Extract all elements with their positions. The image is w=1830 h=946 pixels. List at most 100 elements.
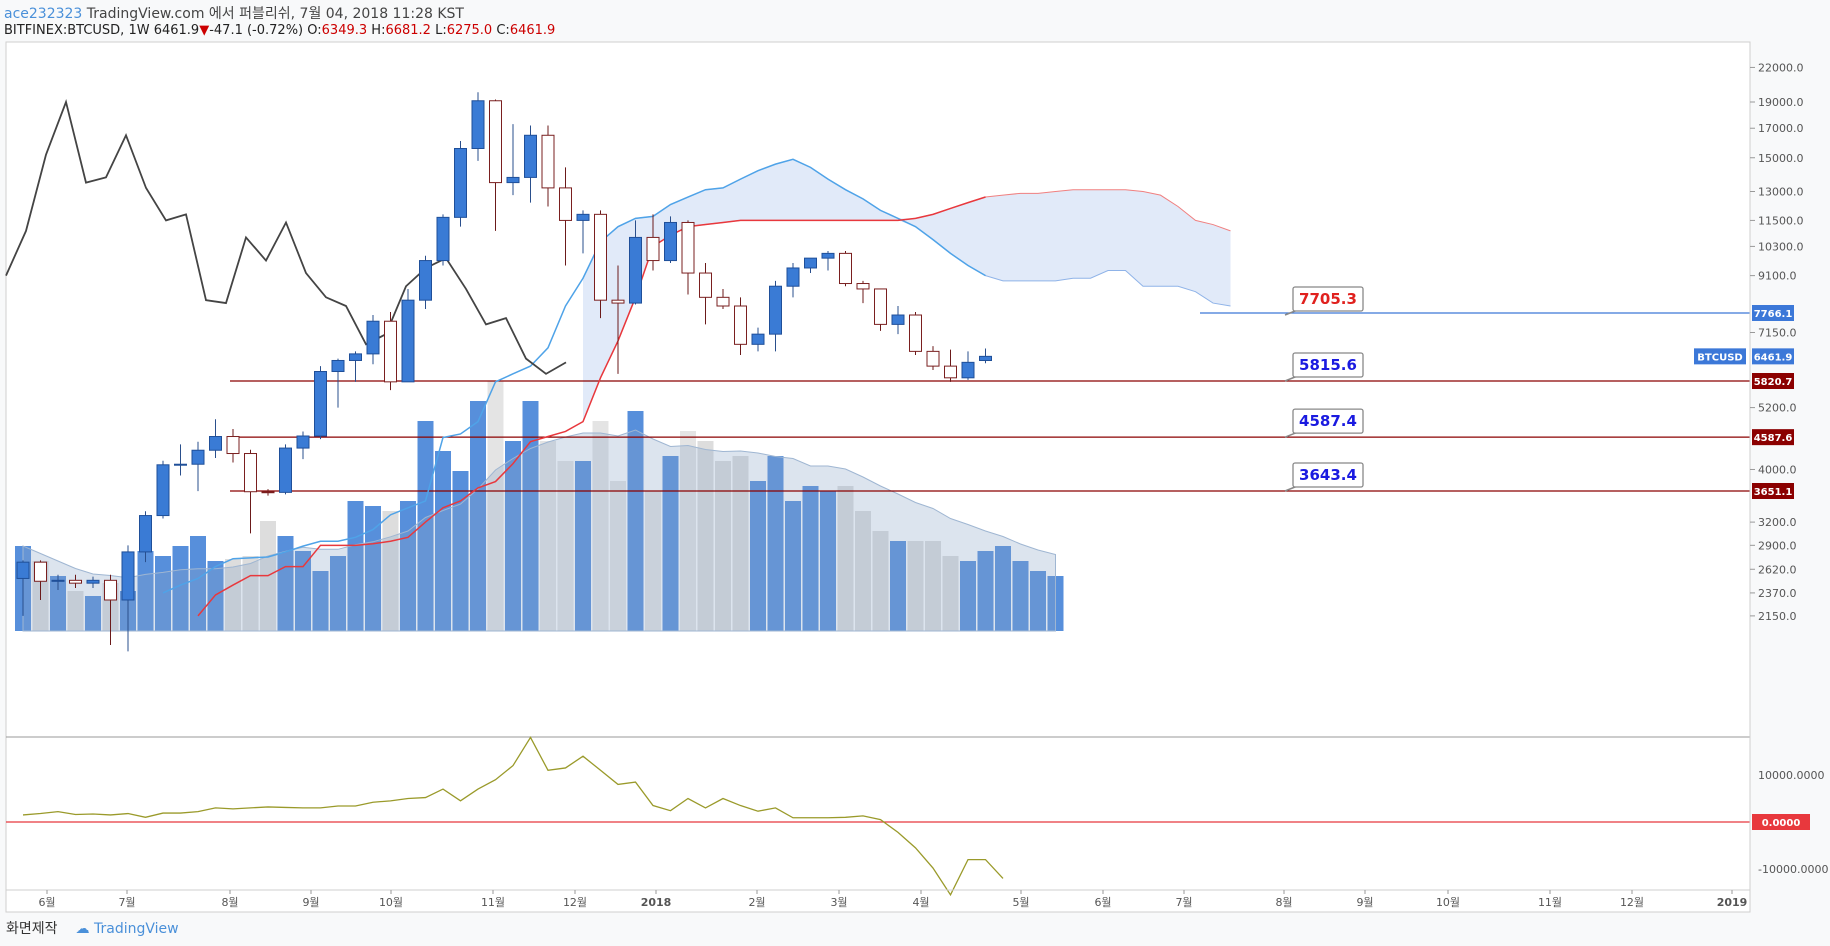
candle-body bbox=[210, 437, 222, 451]
callout-label: 5815.6 bbox=[1299, 356, 1357, 374]
candle-body bbox=[297, 436, 309, 448]
price-tag-label: 4587.6 bbox=[1754, 433, 1793, 444]
price-tick-label: 10300.0 bbox=[1758, 240, 1804, 253]
price-tick-label: 22000.0 bbox=[1758, 61, 1804, 74]
time-tick-label: 11월 bbox=[481, 896, 505, 909]
price-tick-label: 9100.0 bbox=[1758, 270, 1797, 283]
price-tick-label: 4000.0 bbox=[1758, 463, 1797, 476]
candle-body bbox=[437, 217, 449, 260]
price-tag-label: 5820.7 bbox=[1754, 377, 1793, 388]
time-tick-label: 10월 bbox=[379, 896, 403, 909]
candle-body bbox=[927, 351, 939, 366]
candle-body bbox=[175, 464, 187, 465]
candle-body bbox=[35, 562, 47, 581]
candle-body bbox=[700, 273, 712, 297]
candle-body bbox=[227, 437, 239, 454]
time-tick-label: 6월 bbox=[38, 896, 55, 909]
candle-body bbox=[122, 552, 134, 600]
time-tick-label: 10월 bbox=[1436, 896, 1460, 909]
time-tick-label: 7월 bbox=[1175, 896, 1192, 909]
price-tag-label: 3651.1 bbox=[1754, 487, 1793, 498]
time-tick-label: 5월 bbox=[1012, 896, 1029, 909]
candle-body bbox=[315, 372, 327, 436]
tradingview-logo-icon[interactable]: ☁ bbox=[76, 921, 90, 937]
candle-body bbox=[892, 315, 904, 324]
candle-body bbox=[507, 177, 519, 182]
candle-body bbox=[910, 315, 922, 351]
candle-body bbox=[87, 580, 99, 583]
price-tick-label: 13000.0 bbox=[1758, 185, 1804, 198]
candle-body bbox=[577, 214, 589, 220]
candle-body bbox=[420, 261, 432, 301]
candle-body bbox=[17, 562, 29, 578]
time-tick-label: 12월 bbox=[563, 896, 587, 909]
time-tick-label: 7월 bbox=[118, 896, 135, 909]
candle-body bbox=[612, 300, 624, 303]
price-tick-label: 2370.0 bbox=[1758, 587, 1797, 600]
price-tick-label: 3200.0 bbox=[1758, 516, 1797, 529]
candle-body bbox=[682, 222, 694, 273]
price-chart[interactable]: 7705.35815.64587.43643.4 22000.019000.01… bbox=[0, 0, 1830, 946]
candle-body bbox=[280, 448, 292, 492]
candle-body bbox=[560, 188, 572, 221]
time-tick-label: 9월 bbox=[302, 896, 319, 909]
candle-body bbox=[332, 360, 344, 371]
candle-body bbox=[542, 135, 554, 188]
candle-body bbox=[752, 334, 764, 344]
candle-body bbox=[367, 321, 379, 354]
callout-label: 7705.3 bbox=[1299, 290, 1357, 308]
time-tick-label: 6월 bbox=[1094, 896, 1111, 909]
candle-body bbox=[192, 450, 204, 464]
price-tag-label: 6461.9 bbox=[1754, 352, 1793, 363]
candle-body bbox=[350, 354, 362, 361]
candle-body bbox=[770, 286, 782, 334]
candle-body bbox=[105, 580, 117, 600]
candle-body bbox=[490, 101, 502, 183]
price-tick-label: 11500.0 bbox=[1758, 214, 1804, 227]
price-tick-label: 15000.0 bbox=[1758, 152, 1804, 165]
candle-body bbox=[140, 516, 152, 552]
candle-body bbox=[805, 258, 817, 268]
time-tick-label: 3월 bbox=[830, 896, 847, 909]
candle-body bbox=[385, 321, 397, 382]
footer-brand[interactable]: TradingView bbox=[94, 921, 179, 937]
candle-body bbox=[787, 268, 799, 286]
callout-label: 4587.4 bbox=[1299, 412, 1357, 430]
candle-body bbox=[157, 465, 169, 516]
price-tick-label: 7150.0 bbox=[1758, 326, 1797, 339]
candle-body bbox=[980, 356, 992, 360]
price-tick-label: 5200.0 bbox=[1758, 402, 1797, 415]
candle-body bbox=[455, 149, 467, 218]
candle-body bbox=[595, 214, 607, 300]
price-tick-label: 2150.0 bbox=[1758, 610, 1797, 623]
candle-body bbox=[945, 366, 957, 378]
footer: 화면제작 ☁ TradingView bbox=[6, 918, 179, 938]
footer-label: 화면제작 bbox=[6, 921, 58, 937]
candle-body bbox=[857, 284, 869, 289]
candle-body bbox=[822, 253, 834, 258]
candle-body bbox=[472, 101, 484, 149]
candle-body bbox=[875, 289, 887, 324]
candle-body bbox=[647, 237, 659, 260]
time-tick-label: 11월 bbox=[1538, 896, 1562, 909]
time-tick-label: 8월 bbox=[1275, 896, 1292, 909]
price-tick-label: 17000.0 bbox=[1758, 122, 1804, 135]
time-tick-label: 2018 bbox=[641, 896, 672, 909]
oscillator-tick-label: -10000.0000 bbox=[1758, 863, 1828, 876]
candle-body bbox=[630, 237, 642, 303]
candle-body bbox=[735, 306, 747, 344]
time-tick-label: 12월 bbox=[1620, 896, 1644, 909]
price-tag-label: 7766.1 bbox=[1754, 309, 1793, 320]
candle-body bbox=[665, 222, 677, 260]
price-tick-label: 2620.0 bbox=[1758, 563, 1797, 576]
candle-body bbox=[717, 297, 729, 306]
oscillator-zero-label: 0.0000 bbox=[1762, 818, 1801, 829]
time-tick-label: 9월 bbox=[1356, 896, 1373, 909]
time-tick-label: 8월 bbox=[221, 896, 238, 909]
candle-body bbox=[70, 580, 82, 583]
candle-body bbox=[262, 492, 274, 493]
time-tick-label: 2019 bbox=[1717, 896, 1748, 909]
price-tick-label: 19000.0 bbox=[1758, 96, 1804, 109]
oscillator-tick-label: 10000.0000 bbox=[1758, 769, 1824, 782]
price-tick-label: 2900.0 bbox=[1758, 539, 1797, 552]
